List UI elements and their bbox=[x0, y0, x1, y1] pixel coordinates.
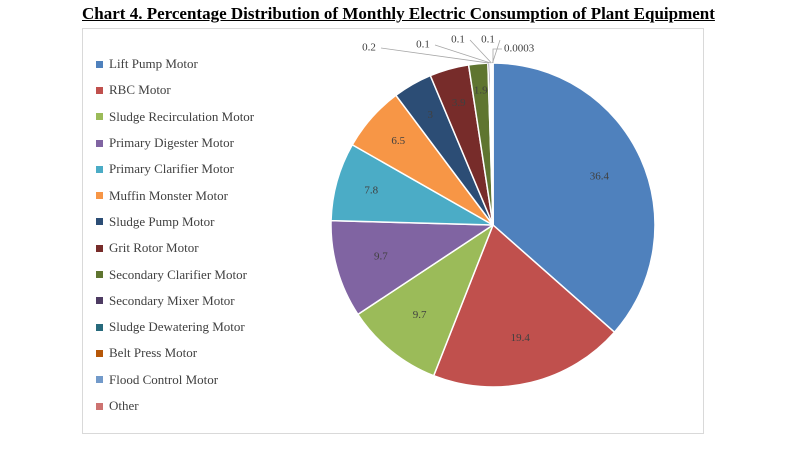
legend-item: Secondary Mixer Motor bbox=[96, 288, 254, 314]
data-label: 19.4 bbox=[511, 332, 531, 344]
leader-line bbox=[434, 44, 491, 64]
legend-label: Lift Pump Motor bbox=[109, 56, 198, 72]
data-label: 0.1 bbox=[451, 34, 465, 46]
legend-item: Muffin Monster Motor bbox=[96, 182, 254, 208]
chart-frame bbox=[82, 28, 704, 434]
legend-item: Primary Digester Motor bbox=[96, 130, 254, 156]
legend-label: Secondary Clarifier Motor bbox=[109, 266, 247, 282]
legend-item: Sludge Recirculation Motor bbox=[96, 104, 254, 130]
legend-swatch bbox=[96, 297, 103, 305]
legend-item: Belt Press Motor bbox=[96, 340, 254, 366]
data-label: 36.4 bbox=[590, 171, 610, 183]
legend-item: Lift Pump Motor bbox=[96, 51, 254, 77]
data-label: 1.9 bbox=[474, 85, 488, 97]
pie-slice bbox=[432, 224, 616, 388]
pie-slice bbox=[357, 224, 494, 377]
leader-line bbox=[380, 47, 489, 64]
pie-slice bbox=[492, 62, 656, 333]
legend-item: Flood Control Motor bbox=[96, 367, 254, 393]
leader-line bbox=[469, 39, 492, 64]
legend-swatch bbox=[96, 192, 103, 200]
legend-label: Flood Control Motor bbox=[109, 371, 219, 387]
legend-swatch bbox=[96, 218, 103, 226]
legend-item: Other bbox=[96, 393, 254, 419]
legend-swatch bbox=[96, 323, 103, 331]
data-label: 9.7 bbox=[413, 309, 427, 321]
data-label: 7.8 bbox=[364, 185, 378, 197]
legend-label: Primary Clarifier Motor bbox=[109, 161, 234, 177]
legend-item: Primary Clarifier Motor bbox=[96, 156, 254, 182]
pie-slice bbox=[330, 219, 494, 316]
legend-label: Primary Digester Motor bbox=[109, 135, 234, 151]
legend-swatch bbox=[96, 139, 103, 147]
legend-swatch bbox=[96, 86, 103, 94]
data-label: 0.1 bbox=[416, 39, 430, 51]
data-label: 3 bbox=[427, 109, 433, 121]
legend-swatch bbox=[96, 349, 103, 357]
legend-swatch bbox=[96, 271, 103, 279]
data-label: 3.9 bbox=[452, 97, 466, 109]
legend-label: Other bbox=[109, 398, 139, 413]
chart-title: Chart 4. Percentage Distribution of Mont… bbox=[82, 4, 715, 23]
legend-item: Grit Rotor Motor bbox=[96, 235, 254, 261]
chart-legend: Lift Pump Motor RBC Motor Sludge Recircula… bbox=[96, 51, 254, 419]
legend-swatch bbox=[96, 165, 103, 173]
legend-label: Sludge Dewatering Motor bbox=[109, 319, 245, 335]
legend-swatch bbox=[96, 376, 103, 384]
legend-label: Sludge Recirculation Motor bbox=[109, 108, 255, 124]
data-label: 0.2 bbox=[362, 42, 376, 54]
legend-label: RBC Motor bbox=[109, 82, 171, 98]
legend-swatch bbox=[96, 244, 103, 252]
legend-label: Muffin Monster Motor bbox=[109, 187, 228, 203]
leader-line bbox=[492, 48, 502, 63]
legend-item: Secondary Clarifier Motor bbox=[96, 261, 254, 287]
data-label: 0.0003 bbox=[504, 43, 535, 55]
legend-item: RBC Motor bbox=[96, 77, 254, 103]
data-label: 6.5 bbox=[391, 135, 405, 147]
legend-label: Belt Press Motor bbox=[109, 345, 198, 361]
legend-label: Sludge Pump Motor bbox=[109, 213, 215, 229]
legend-label: Secondary Mixer Motor bbox=[109, 292, 235, 308]
legend-label: Grit Rotor Motor bbox=[109, 240, 199, 256]
legend-swatch bbox=[96, 402, 103, 410]
legend-swatch bbox=[96, 60, 103, 68]
data-label: 9.7 bbox=[374, 251, 388, 263]
data-label: 0.1 bbox=[481, 34, 495, 46]
legend-item: Sludge Dewatering Motor bbox=[96, 314, 254, 340]
leader-line bbox=[492, 39, 501, 64]
legend-swatch bbox=[96, 113, 103, 121]
legend-item: Sludge Pump Motor bbox=[96, 209, 254, 235]
